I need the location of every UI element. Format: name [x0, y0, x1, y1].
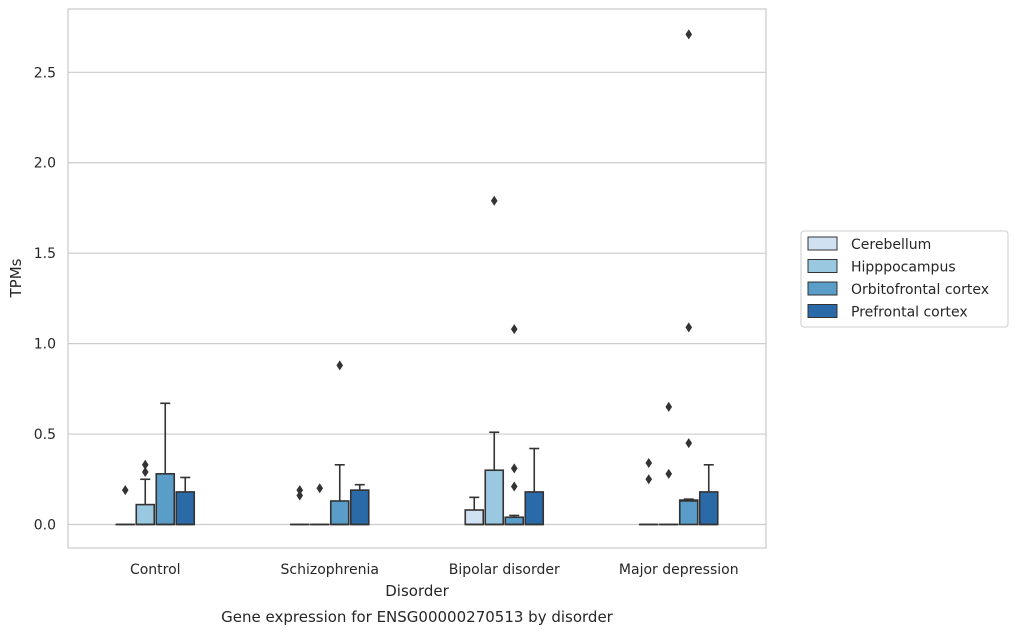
legend-label: Hipppocampus [851, 260, 956, 276]
box-item [309, 483, 330, 526]
box-item [524, 447, 545, 526]
box-body [135, 503, 156, 526]
outlier-point [141, 459, 149, 470]
box-item [115, 485, 136, 526]
box-body [698, 491, 719, 526]
y-tick-label: 1.5 [34, 246, 56, 262]
box-item [155, 402, 176, 526]
x-tick-labels: Control Schizophrenia Bipolar disorder Majo… [130, 562, 739, 578]
y-tick-label: 2.0 [34, 156, 56, 172]
chart-caption: Gene expression for ENSG00000270513 by d… [221, 608, 614, 626]
box-item [698, 463, 719, 526]
outlier-point [645, 474, 653, 485]
outlier-point [510, 324, 518, 335]
box-body [678, 499, 699, 526]
y-axis-label: TPMs [7, 258, 25, 298]
x-axis-label: Disorder [385, 582, 449, 600]
box-body [329, 500, 350, 526]
box-item [329, 360, 350, 526]
legend-swatch [807, 281, 838, 296]
legend-label: Cerebellum [851, 237, 931, 253]
box-body [524, 491, 545, 526]
legend-label: Orbitofrontal cortex [851, 282, 989, 298]
legend-swatch [807, 236, 838, 251]
outlier-point [336, 360, 344, 371]
box-item [175, 476, 196, 526]
box-body [464, 509, 485, 526]
legend-swatch [807, 304, 838, 318]
outlier-point [665, 468, 673, 479]
box-body [349, 489, 370, 526]
outlier-point [296, 490, 304, 501]
outlier-point [510, 463, 518, 474]
x-tick-label: Control [130, 562, 181, 578]
outlier-point [490, 195, 498, 206]
outlier-point [296, 485, 304, 496]
x-tick-label: Bipolar disorder [449, 562, 560, 578]
legend-swatch [807, 259, 838, 273]
x-tick-label: Schizophrenia [281, 562, 379, 578]
outlier-point [141, 467, 149, 478]
box-body [155, 473, 176, 526]
plot-background [68, 9, 766, 548]
legend-frame [800, 230, 1009, 328]
y-tick-labels: 0.0 0.5 1.0 1.5 2.0 2.5 [34, 65, 56, 533]
outlier-point [685, 438, 693, 449]
y-tick-label: 1.0 [34, 337, 56, 353]
box-body [504, 516, 525, 526]
outlier-point [645, 457, 653, 468]
box-item [464, 496, 485, 526]
y-tick-label: 0.5 [34, 427, 56, 443]
outlier-point [685, 322, 693, 333]
y-tick-label: 2.5 [34, 65, 56, 81]
plot-frame [67, 8, 767, 549]
box-item [638, 457, 659, 526]
y-tick-label: 0.0 [34, 517, 56, 533]
box-item [349, 483, 370, 526]
outlier-point [665, 401, 673, 412]
outlier-point [121, 485, 129, 496]
outlier-point [510, 481, 518, 492]
outlier-point [685, 29, 693, 40]
box-body [484, 469, 505, 526]
box-item [135, 459, 156, 526]
box-item [484, 195, 505, 526]
box-item [658, 401, 679, 526]
box-body [175, 491, 196, 526]
box-item [678, 29, 699, 526]
box-groups [115, 29, 719, 526]
x-tick-label: Major depression [619, 562, 739, 578]
outlier-point [316, 483, 324, 494]
box-item [504, 324, 525, 526]
legend: Cerebellum Hipppocampus Orbitofrontal cort… [800, 230, 1009, 328]
legend-label: Prefrontal cortex [851, 305, 968, 321]
box-item [289, 485, 310, 526]
